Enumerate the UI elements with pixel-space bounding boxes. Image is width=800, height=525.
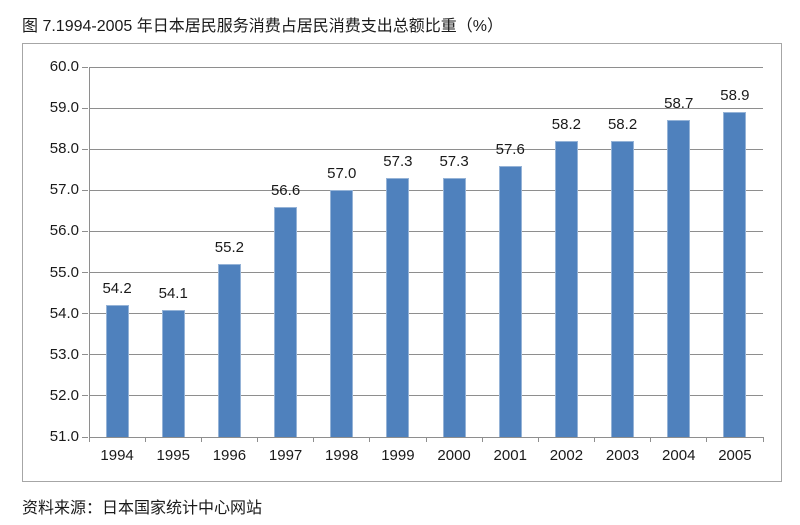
y-axis-tick bbox=[82, 230, 88, 232]
bar bbox=[386, 178, 410, 437]
y-axis-tick bbox=[82, 148, 88, 150]
x-tick-label: 2000 bbox=[437, 447, 471, 464]
bar bbox=[611, 141, 635, 437]
bar-value-label: 58.2 bbox=[607, 116, 638, 133]
x-axis-tick bbox=[144, 437, 146, 442]
x-tick-label: 2001 bbox=[493, 447, 527, 464]
bar-value-label: 56.6 bbox=[270, 181, 301, 199]
y-axis-tick bbox=[82, 272, 88, 274]
x-axis-tick bbox=[650, 437, 652, 442]
bar bbox=[217, 264, 241, 437]
bar-value-label: 57.3 bbox=[383, 153, 413, 170]
x-axis-tick bbox=[481, 437, 483, 442]
gridline bbox=[89, 107, 763, 109]
bar-value-label: 58.2 bbox=[551, 116, 581, 133]
x-axis-tick bbox=[88, 437, 90, 442]
y-tick-label: 55.0 bbox=[49, 263, 79, 281]
x-axis-tick bbox=[313, 437, 315, 442]
x-tick-label: 2005 bbox=[718, 447, 752, 464]
x-axis-tick bbox=[762, 437, 764, 442]
y-tick-label: 51.0 bbox=[49, 428, 79, 445]
y-axis-tick bbox=[82, 107, 88, 109]
chart-frame: 51.0 52.0 53.0 54.0 55.0 56.0 57.0 58.0 59.0 60.0… bbox=[22, 43, 782, 482]
x-tick-label: 1999 bbox=[381, 447, 415, 464]
bar bbox=[554, 141, 578, 437]
x-axis-tick bbox=[200, 437, 202, 442]
x-tick-label: 1998 bbox=[325, 447, 359, 464]
gridline bbox=[89, 354, 763, 356]
y-axis-tick bbox=[82, 313, 88, 315]
bar-value-label: 58.9 bbox=[720, 87, 750, 105]
bar bbox=[274, 206, 298, 437]
gridline bbox=[89, 313, 763, 315]
bar-value-label: 57.3 bbox=[439, 153, 469, 170]
y-tick-label: 52.0 bbox=[49, 386, 79, 404]
y-axis-line bbox=[89, 67, 90, 437]
gridline bbox=[89, 230, 763, 232]
x-tick-label: 1997 bbox=[268, 447, 303, 464]
bar bbox=[723, 112, 747, 437]
x-tick-label: 2002 bbox=[549, 447, 584, 464]
bar-value-label: 55.2 bbox=[214, 239, 244, 257]
bar-value-label: 54.2 bbox=[102, 280, 132, 298]
x-tick-label: 2003 bbox=[605, 447, 640, 464]
bar bbox=[105, 305, 129, 437]
x-tick-label: 1996 bbox=[212, 447, 247, 464]
bar-value-label: 57.6 bbox=[495, 140, 525, 158]
gridline bbox=[89, 395, 763, 397]
y-tick-label: 54.0 bbox=[49, 304, 79, 322]
x-tick-label: 2004 bbox=[662, 447, 696, 464]
gridline bbox=[89, 189, 763, 191]
y-tick-label: 59.0 bbox=[49, 99, 79, 117]
x-axis-tick bbox=[257, 437, 258, 442]
x-tick-label: 1995 bbox=[156, 447, 190, 464]
gridline bbox=[89, 66, 763, 68]
x-axis-tick bbox=[594, 437, 595, 442]
y-tick-label: 60.0 bbox=[49, 58, 79, 75]
x-axis-tick bbox=[706, 437, 708, 442]
y-tick-label: 53.0 bbox=[49, 345, 79, 363]
y-axis-tick bbox=[82, 66, 88, 68]
y-tick-label: 58.0 bbox=[49, 140, 79, 158]
y-axis-tick bbox=[82, 395, 88, 397]
x-axis-tick bbox=[369, 437, 371, 442]
bar bbox=[442, 178, 466, 437]
bar bbox=[330, 190, 354, 437]
y-axis-tick bbox=[82, 436, 88, 438]
y-tick-label: 57.0 bbox=[49, 181, 79, 199]
gridline bbox=[89, 148, 763, 150]
bar-value-label: 57.0 bbox=[327, 165, 357, 183]
bar bbox=[667, 120, 691, 437]
y-tick-label: 56.0 bbox=[49, 222, 79, 240]
bar bbox=[498, 165, 522, 437]
x-tick-label: 1994 bbox=[100, 447, 134, 464]
chart-title: 图 7.1994-2005 年日本居民服务消费占居民消费支出总额比重（%） bbox=[22, 18, 503, 35]
x-axis-tick bbox=[537, 437, 539, 442]
x-axis-tick bbox=[425, 437, 427, 442]
bar-value-label: 54.1 bbox=[158, 284, 188, 302]
source-note: 资料来源：日本国家统计中心网站 bbox=[22, 500, 263, 517]
bar-value-label: 58.7 bbox=[664, 95, 694, 113]
y-axis-tick bbox=[82, 354, 88, 356]
gridline bbox=[89, 272, 763, 274]
plot-area: 51.0 52.0 53.0 54.0 55.0 56.0 57.0 58.0 59.0 60.0… bbox=[50, 58, 764, 464]
bar bbox=[161, 309, 185, 437]
y-axis-tick bbox=[82, 189, 88, 191]
